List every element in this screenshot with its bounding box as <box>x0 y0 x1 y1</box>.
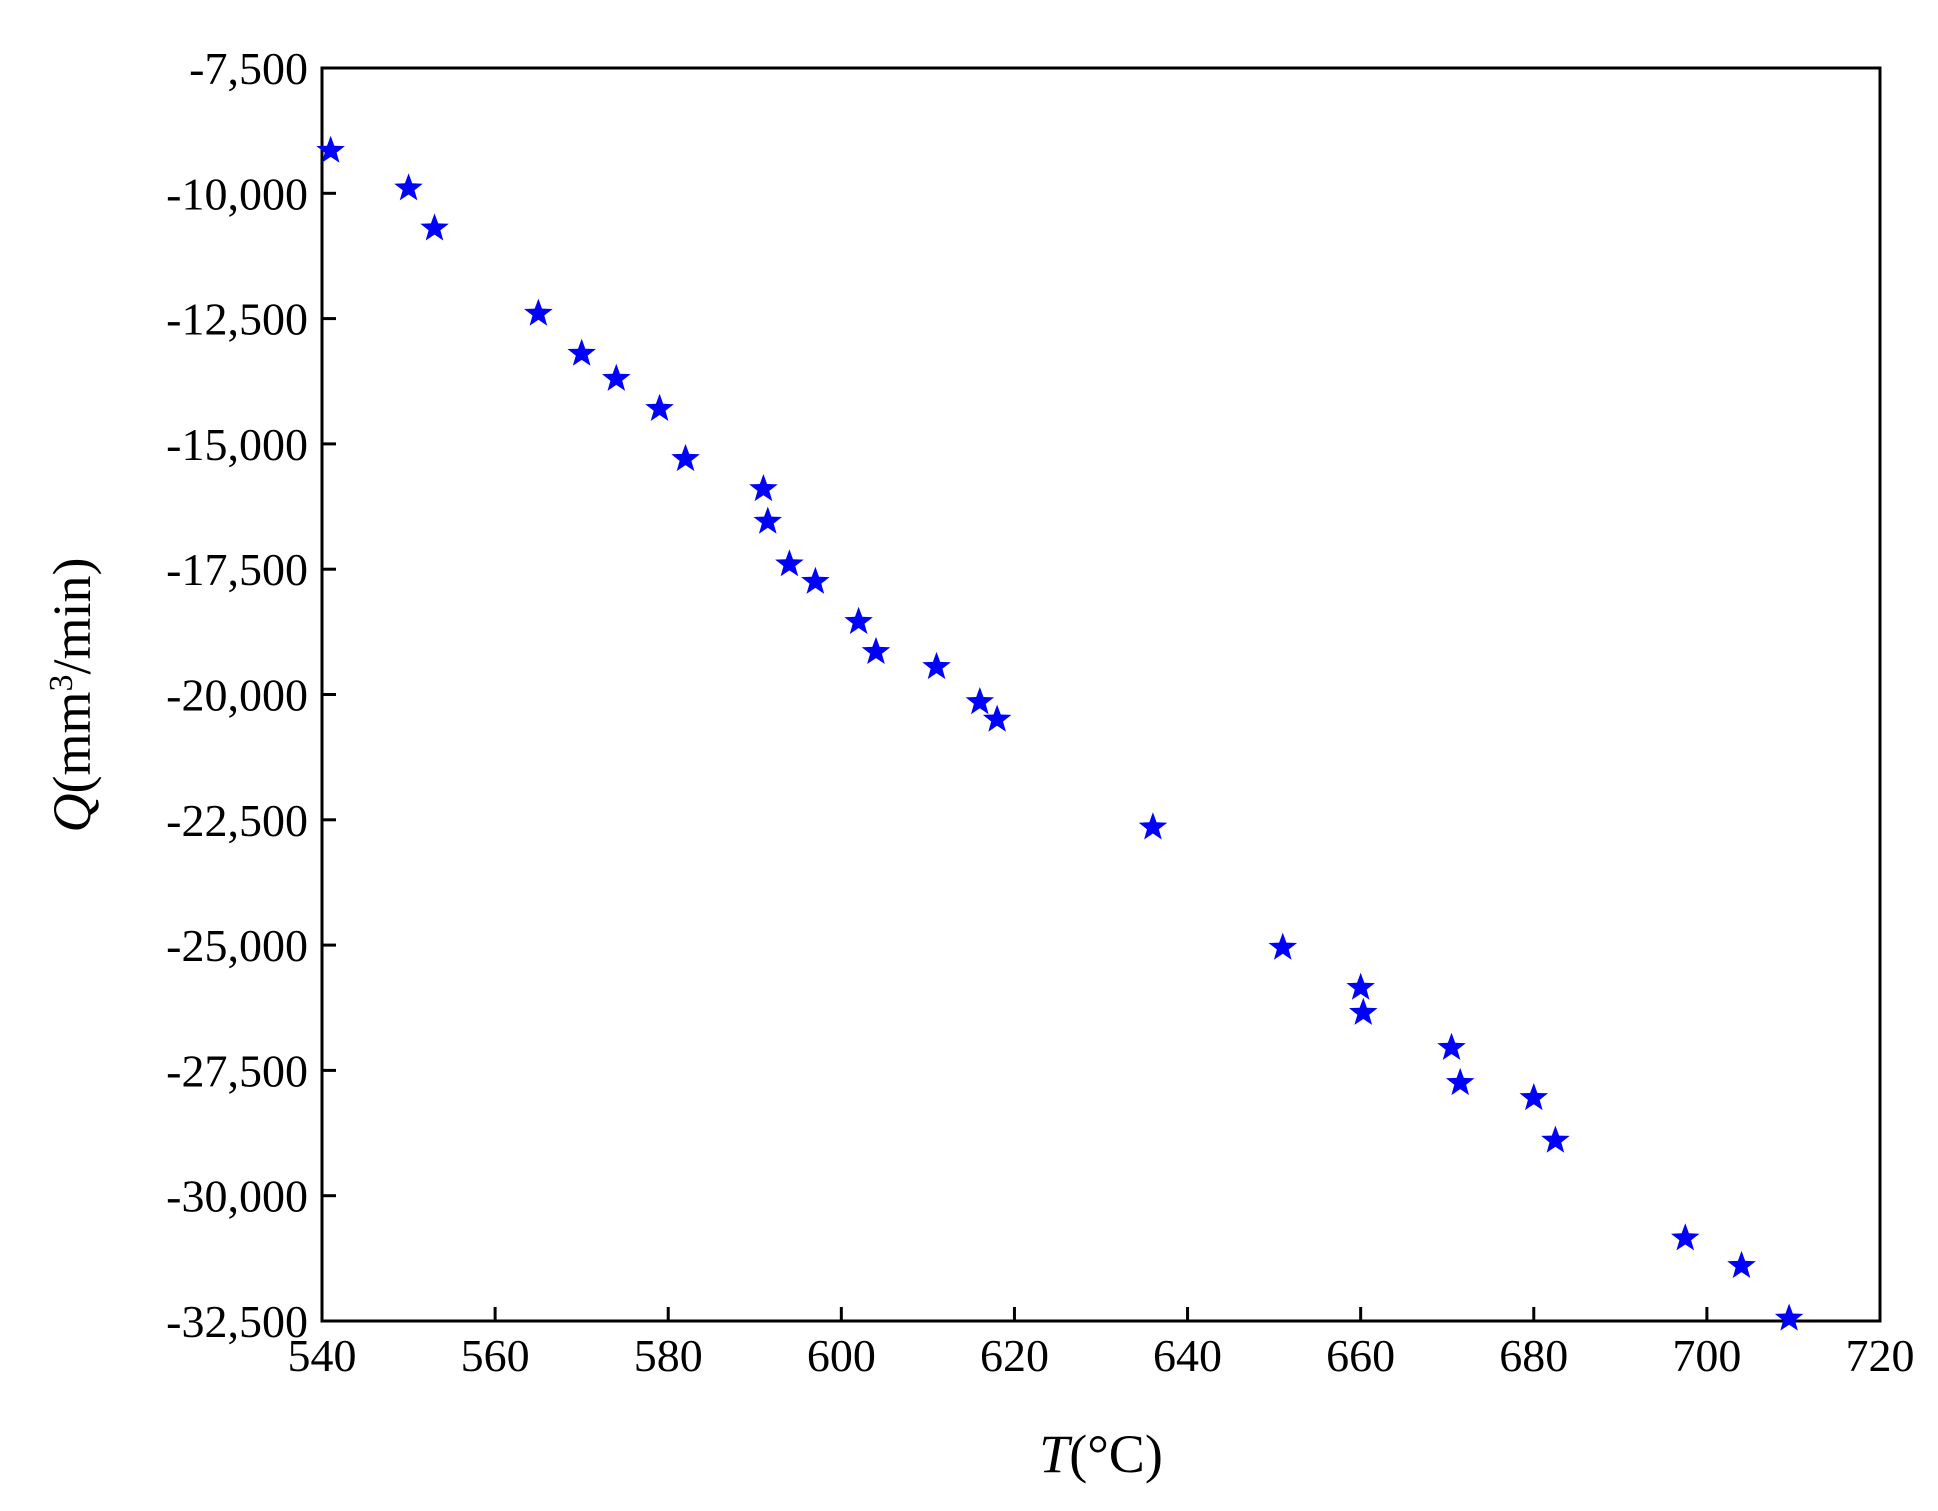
x-axis-unit: (°C) <box>1069 1424 1163 1484</box>
data-point-star <box>982 704 1012 732</box>
y-axis-symbol: Q <box>42 794 102 833</box>
y-tick-label: -20,000 <box>166 670 308 721</box>
y-tick-label: -22,500 <box>166 795 308 846</box>
data-point-star <box>645 393 674 421</box>
y-tick-label: -17,500 <box>166 544 308 595</box>
y-tick-label: -27,500 <box>166 1045 308 1096</box>
y-axis-unit-superscript: 3 <box>43 675 80 692</box>
x-tick-label: 540 <box>288 1330 357 1381</box>
y-tick-label: -12,500 <box>166 294 308 345</box>
data-point-star <box>567 338 596 366</box>
x-tick-label: 660 <box>1326 1330 1395 1381</box>
data-point-star <box>1437 1032 1466 1060</box>
y-axis-unit-suffix: /min) <box>42 558 102 675</box>
data-points <box>316 135 1804 1331</box>
data-point-star <box>1346 972 1375 1000</box>
data-point-star <box>922 651 951 680</box>
data-point-star <box>844 606 873 634</box>
data-point-star <box>753 506 782 534</box>
data-point-star <box>394 173 423 201</box>
data-point-star <box>801 566 830 594</box>
y-tick-label: -15,000 <box>166 419 308 470</box>
x-tick-label: 700 <box>1672 1330 1741 1381</box>
data-point-star <box>420 213 449 241</box>
data-point-star <box>1774 1303 1804 1331</box>
x-tick-label: 640 <box>1153 1330 1222 1381</box>
data-point-star <box>671 443 700 472</box>
x-tick-label: 620 <box>980 1330 1049 1381</box>
x-axis: 540 560 580 600 620 640 660 680 700 720 <box>288 1307 1915 1381</box>
y-tick-label: -10,000 <box>166 168 308 219</box>
y-tick-label: -7,500 <box>189 43 308 94</box>
data-point-star <box>316 135 345 163</box>
data-point-star <box>524 298 553 326</box>
data-point-star <box>749 474 778 502</box>
y-tick-label: -32,500 <box>166 1296 308 1347</box>
data-point-star <box>1671 1223 1700 1251</box>
x-tick-label: 720 <box>1846 1330 1915 1381</box>
y-axis-label: Q(mm3/min) <box>42 558 102 833</box>
data-point-star <box>1349 997 1378 1025</box>
data-point-star <box>1138 812 1168 840</box>
plot-frame <box>320 66 1882 1323</box>
y-axis-unit-prefix: (mm <box>42 692 102 794</box>
x-axis-label: T(°C) <box>1039 1424 1163 1484</box>
data-point-star <box>861 636 891 664</box>
x-axis-symbol: T <box>1039 1424 1073 1484</box>
x-tick-label: 600 <box>807 1330 876 1381</box>
x-tick-label: 580 <box>634 1330 703 1381</box>
y-tick-label: -25,000 <box>166 920 308 971</box>
data-point-star <box>1445 1067 1475 1096</box>
data-point-star <box>965 687 995 715</box>
data-point-star <box>1727 1250 1756 1278</box>
y-axis: -7,500 -10,000 -12,500 -15,000 -17,500 -20,00… <box>166 43 336 1347</box>
data-point-star <box>1519 1083 1548 1111</box>
x-tick-label: 680 <box>1499 1330 1568 1381</box>
data-point-star <box>1541 1125 1570 1153</box>
data-point-star <box>1268 932 1297 960</box>
y-tick-label: -30,000 <box>166 1171 308 1222</box>
x-tick-label: 560 <box>461 1330 530 1381</box>
data-point-star <box>775 549 804 577</box>
data-point-star <box>602 363 631 391</box>
